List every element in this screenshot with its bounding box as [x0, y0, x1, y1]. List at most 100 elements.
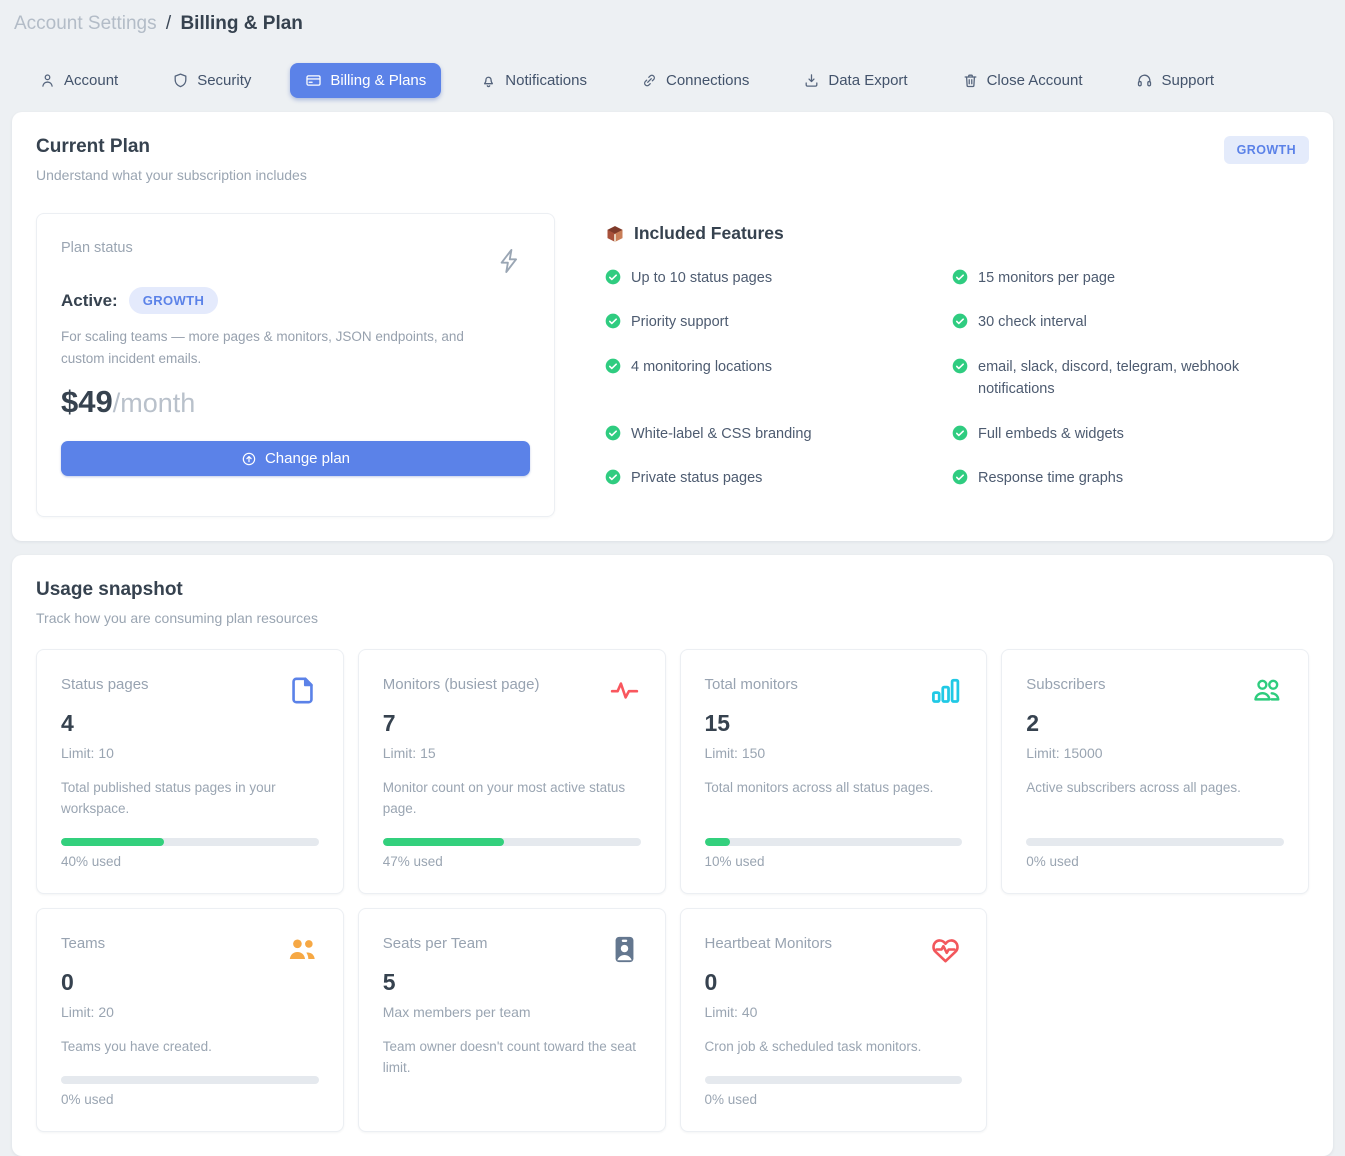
usage-progress: 10% used	[704, 820, 963, 870]
feature-label: White-label & CSS branding	[631, 425, 812, 442]
usage-card-title: Heartbeat Monitors	[704, 935, 833, 953]
progress-bar-track	[704, 838, 963, 847]
bell-icon	[480, 72, 497, 89]
current-plan-card: Current Plan Understand what your subscr…	[12, 112, 1333, 542]
usage-card-description: Team owner doesn't count toward the seat…	[382, 1039, 636, 1075]
tab-data-export[interactable]: Data Export	[788, 63, 922, 98]
plan-price-amount: $49	[61, 384, 113, 420]
plan-status-value: Active:	[61, 290, 118, 310]
tab-account[interactable]: Account	[24, 63, 133, 98]
check-circle-icon	[605, 467, 621, 485]
feature-label: Private status pages	[631, 470, 763, 487]
usage-progress: 40% used	[61, 820, 319, 869]
usage-progress: 0% used	[61, 1058, 319, 1107]
link-icon	[641, 72, 658, 89]
feature-label: 30 check interval	[978, 314, 1087, 331]
change-plan-label: Change plan	[264, 450, 351, 468]
heart-pulse-icon	[929, 933, 962, 966]
person-icon	[39, 72, 56, 89]
users-filled-icon	[286, 933, 319, 966]
tab-connections[interactable]: Connections	[626, 63, 764, 98]
usage-progress: 47% used	[382, 820, 641, 870]
check-circle-icon	[952, 467, 968, 485]
usage-card-title: Monitors (busiest page)	[382, 676, 540, 694]
plan-price-period: /month	[112, 388, 196, 419]
usage-card-description: Cron job & scheduled task monitors.	[704, 1039, 922, 1055]
usage-percent-label: 40% used	[61, 854, 122, 870]
usage-card-monitors-busiest-page: Monitors (busiest page) 7 Limit: 15 Moni…	[357, 649, 666, 895]
usage-card-value: 15	[704, 710, 731, 737]
usage-card-subscribers: Subscribers 2 Limit: 15000 Active subscr…	[1001, 649, 1309, 895]
usage-card-value: 4	[61, 710, 74, 737]
feature-label: 15 monitors per page	[978, 270, 1116, 286]
usage-grid: Status pages 4 Limit: 10 Total published…	[36, 649, 1309, 1132]
feature-item: 30 check interval	[952, 311, 1309, 333]
arrow-up-circle-icon	[241, 451, 257, 467]
bar-chart-icon	[929, 674, 962, 707]
feature-label: email, slack, discord, telegram, webhook…	[978, 358, 1240, 398]
plan-tier-badge: GROWTH	[1223, 136, 1309, 164]
breadcrumb-page: Billing & Plan	[180, 13, 303, 34]
check-circle-icon	[605, 311, 621, 329]
tab-security[interactable]: Security	[157, 63, 266, 98]
usage-percent-label: 0% used	[61, 1091, 114, 1107]
shield-icon	[172, 72, 189, 89]
usage-card-limit: Limit: 20	[61, 1004, 114, 1021]
breadcrumb: Account Settings / Billing & Plan	[0, 0, 1345, 35]
tab-support[interactable]: Support	[1121, 63, 1229, 98]
feature-item: 15 monitors per page	[952, 267, 1309, 289]
feature-item: Full embeds & widgets	[952, 423, 1309, 445]
breadcrumb-section[interactable]: Account Settings	[14, 13, 157, 34]
feature-item: White-label & CSS branding	[605, 423, 952, 445]
usage-card-title: Teams	[61, 935, 106, 953]
document-icon	[286, 674, 319, 707]
usage-card-heartbeat-monitors: Heartbeat Monitors 0 Limit: 40 Cron job …	[679, 908, 988, 1132]
change-plan-button[interactable]: Change plan	[61, 441, 530, 477]
usage-card-value: 7	[382, 710, 396, 737]
feature-label: Response time graphs	[978, 470, 1124, 487]
progress-bar-track	[704, 1075, 963, 1084]
progress-bar-track	[382, 838, 641, 847]
usage-percent-label: 10% used	[704, 854, 765, 870]
usage-card-description: Total published status pages in your wor…	[61, 780, 276, 817]
check-circle-icon	[952, 423, 968, 441]
breadcrumb-separator: /	[165, 13, 172, 34]
tab-notifications[interactable]: Notifications	[465, 63, 602, 98]
usage-percent-label: 47% used	[382, 854, 443, 870]
usage-card-limit: Limit: 150	[704, 745, 766, 762]
usage-title: Usage snapshot	[36, 579, 183, 601]
check-circle-icon	[952, 267, 968, 285]
progress-bar-fill	[61, 838, 165, 847]
current-plan-subtitle: Understand what your subscription includ…	[36, 167, 307, 183]
included-features: Included Features Up to 10 status pages …	[605, 213, 1309, 517]
usage-percent-label: 0% used	[1026, 854, 1079, 870]
usage-card-status-pages: Status pages 4 Limit: 10 Total published…	[36, 649, 344, 895]
check-circle-icon	[605, 356, 621, 374]
usage-card-seats-per-team: Seats per Team 5 Max members per team Te…	[357, 908, 666, 1132]
progress-bar-track	[1026, 838, 1284, 847]
usage-card-value: 0	[61, 969, 74, 996]
usage-card-limit: Limit: 15	[382, 745, 436, 762]
credit-card-icon	[305, 72, 322, 89]
feature-item: Response time graphs	[952, 467, 1309, 489]
usage-subtitle: Track how you are consuming plan resourc…	[36, 610, 318, 627]
check-circle-icon	[605, 423, 621, 441]
pulse-icon	[608, 674, 641, 707]
usage-progress: 0% used	[704, 1058, 963, 1107]
tab-close-account[interactable]: Close Account	[947, 63, 1098, 98]
progress-bar-fill	[382, 838, 504, 847]
tab-billing-plans[interactable]: Billing & Plans	[290, 63, 442, 98]
usage-card-value: 0	[704, 969, 718, 996]
check-circle-icon	[952, 356, 968, 374]
progress-bar-track	[61, 838, 319, 847]
check-circle-icon	[952, 311, 968, 329]
headset-icon	[1136, 72, 1153, 89]
progress-bar-track	[61, 1075, 319, 1084]
usage-card-value: 5	[382, 969, 396, 996]
feature-label: Full embeds & widgets	[978, 425, 1124, 442]
feature-item: Up to 10 status pages	[605, 267, 952, 289]
usage-card-value: 2	[1026, 710, 1040, 737]
current-plan-title: Current Plan	[36, 136, 151, 157]
settings-tab-bar: Account Security Billing & Plans Notific…	[0, 35, 1345, 98]
